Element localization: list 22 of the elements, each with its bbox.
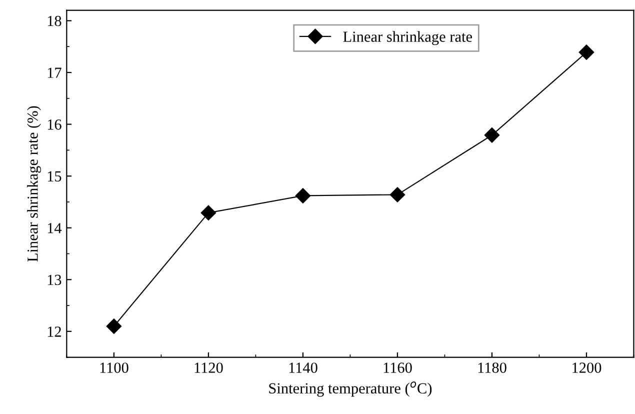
y-tick-label: 13 bbox=[48, 274, 62, 286]
y-tick-label: 12 bbox=[48, 326, 61, 337]
point bbox=[484, 128, 500, 143]
point bbox=[200, 205, 216, 220]
y-tick-label: 17 bbox=[48, 68, 62, 78]
x-tick-label: 1200 bbox=[572, 362, 602, 373]
point bbox=[390, 187, 406, 202]
x-tick-label: 1160 bbox=[384, 362, 412, 373]
x-tick-label: 1180 bbox=[478, 362, 506, 373]
point bbox=[295, 188, 311, 204]
y-tick-label: 14 bbox=[48, 223, 62, 234]
x-tick-label: 1140 bbox=[289, 362, 318, 373]
y-axis-title: Linear shrinkage rate (%) bbox=[27, 106, 41, 262]
y-tick-label: 18 bbox=[48, 16, 62, 26]
x-tick-label: 1100 bbox=[100, 362, 128, 373]
point bbox=[578, 44, 594, 60]
x-axis-title: Sintering temperature ($^{o}$C) bbox=[269, 382, 432, 397]
y-tick-label: 15 bbox=[48, 171, 62, 182]
y-tick-label: 16 bbox=[48, 119, 62, 130]
legend-label: Linear shrinkage rate bbox=[343, 31, 472, 46]
x-tick-label: 1120 bbox=[194, 362, 223, 373]
point bbox=[106, 318, 122, 334]
